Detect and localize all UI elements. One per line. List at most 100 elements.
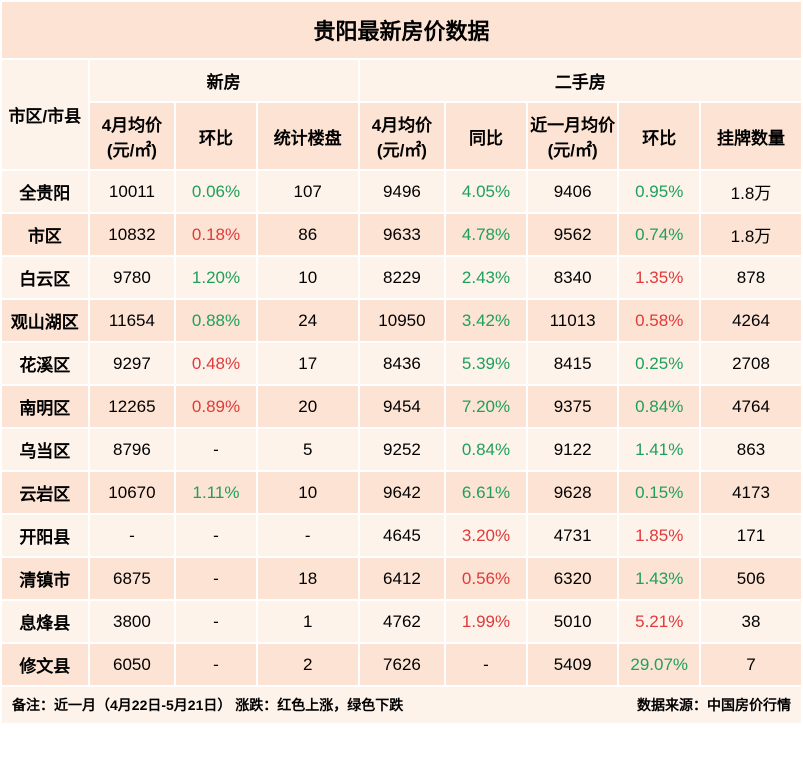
cell: 17 [257,342,359,385]
cell: 10670 [89,471,176,514]
cell: 8229 [359,256,446,299]
cell: 9122 [527,428,619,471]
cell: 4173 [700,471,802,514]
cell: 11013 [527,299,619,342]
table-body: 全贵阳100110.06%10794964.05%94060.95%1.8万市区… [1,170,802,686]
cell: 白云区 [1,256,89,299]
cell: 9496 [359,170,446,213]
cell: - [445,643,527,686]
cell: 2 [257,643,359,686]
cell: 10 [257,471,359,514]
cell: 10 [257,256,359,299]
cell: 1.11% [175,471,257,514]
cell: 修文县 [1,643,89,686]
col-sec-price: 4月均价(元/㎡) [359,102,446,170]
cell: 6875 [89,557,176,600]
cell: 9628 [527,471,619,514]
cell: 4264 [700,299,802,342]
cell: 9780 [89,256,176,299]
cell: 开阳县 [1,514,89,557]
table-row: 白云区97801.20%1082292.43%83401.35%878 [1,256,802,299]
cell: 4645 [359,514,446,557]
cell: 9642 [359,471,446,514]
cell: 0.88% [175,299,257,342]
cell: 863 [700,428,802,471]
cell: 7626 [359,643,446,686]
header-row-label: 市区/市县 [1,59,89,170]
cell: 南明区 [1,385,89,428]
col-sec-yoy: 同比 [445,102,527,170]
cell: 6412 [359,557,446,600]
cell: 5.21% [618,600,700,643]
cell: 8415 [527,342,619,385]
cell: 18 [257,557,359,600]
cell: 9406 [527,170,619,213]
header-cols-row: 4月均价(元/㎡) 环比 统计楼盘 4月均价(元/㎡) 同比 近一月均价(元/㎡… [1,102,802,170]
cell: 6320 [527,557,619,600]
cell: 38 [700,600,802,643]
cell: 2708 [700,342,802,385]
cell: 0.89% [175,385,257,428]
cell: - [175,557,257,600]
col-sec-recent-price: 近一月均价(元/㎡) [527,102,619,170]
cell: 11654 [89,299,176,342]
cell: 1.99% [445,600,527,643]
table-row: 南明区122650.89%2094547.20%93750.84%4764 [1,385,802,428]
cell: 息烽县 [1,600,89,643]
cell: 12265 [89,385,176,428]
cell: 0.58% [618,299,700,342]
cell: 观山湖区 [1,299,89,342]
header-group-new: 新房 [89,59,359,102]
header-group-row: 市区/市县 新房 二手房 [1,59,802,102]
cell: 1.43% [618,557,700,600]
cell: 1.41% [618,428,700,471]
cell: - [175,428,257,471]
col-new-mom: 环比 [175,102,257,170]
cell: 0.48% [175,342,257,385]
table-row: 息烽县3800-147621.99%50105.21%38 [1,600,802,643]
cell: 云岩区 [1,471,89,514]
cell: 9562 [527,213,619,256]
cell: 1.8万 [700,170,802,213]
housing-price-table: 贵阳最新房价数据 市区/市县 新房 二手房 4月均价(元/㎡) 环比 统计楼盘 … [0,0,803,725]
cell: 6.61% [445,471,527,514]
cell: 9633 [359,213,446,256]
cell: 8340 [527,256,619,299]
table-title: 贵阳最新房价数据 [1,1,802,59]
footer-right: 数据来源：中国房价行情 [637,695,791,715]
col-new-price: 4月均价(元/㎡) [89,102,176,170]
cell: 8436 [359,342,446,385]
table-row: 市区108320.18%8696334.78%95620.74%1.8万 [1,213,802,256]
cell: 878 [700,256,802,299]
table-row: 观山湖区116540.88%24109503.42%110130.58%4264 [1,299,802,342]
cell: 10950 [359,299,446,342]
cell: - [175,600,257,643]
cell: 1 [257,600,359,643]
cell: 0.25% [618,342,700,385]
cell: 市区 [1,213,89,256]
cell: - [175,643,257,686]
cell: 9252 [359,428,446,471]
cell: 9454 [359,385,446,428]
cell: 10832 [89,213,176,256]
cell: 0.56% [445,557,527,600]
cell: 3.20% [445,514,527,557]
cell: 0.95% [618,170,700,213]
cell: 20 [257,385,359,428]
table-row: 云岩区106701.11%1096426.61%96280.15%4173 [1,471,802,514]
cell: - [175,514,257,557]
cell: - [257,514,359,557]
cell: 4.78% [445,213,527,256]
cell: 3.42% [445,299,527,342]
cell: 4764 [700,385,802,428]
cell: 1.35% [618,256,700,299]
cell: 0.74% [618,213,700,256]
cell: 4731 [527,514,619,557]
cell: 9375 [527,385,619,428]
cell: 86 [257,213,359,256]
col-sec-listings: 挂牌数量 [700,102,802,170]
table-row: 开阳县---46453.20%47311.85%171 [1,514,802,557]
cell: 6050 [89,643,176,686]
cell: 0.15% [618,471,700,514]
cell: 5010 [527,600,619,643]
